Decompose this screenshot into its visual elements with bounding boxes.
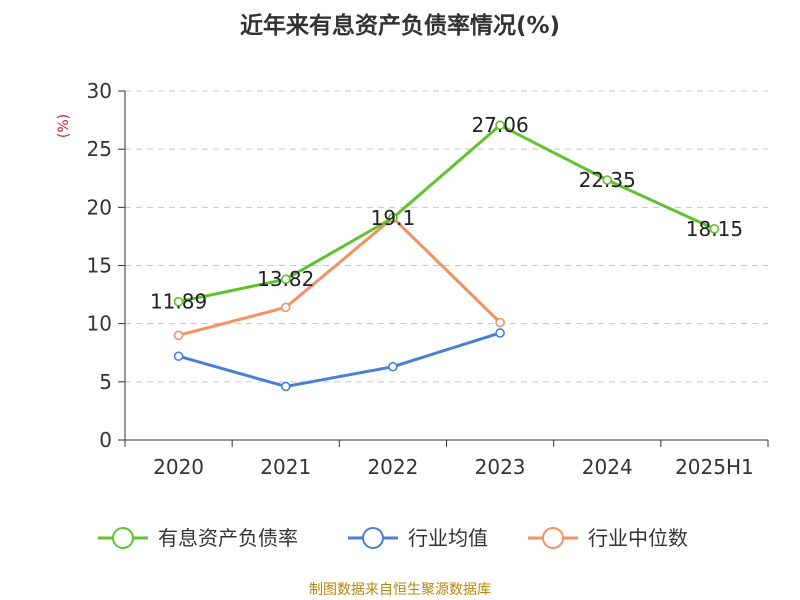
data-label: 18.15 [686, 217, 743, 241]
legend-item[interactable]: 有息资产负债率 [98, 526, 298, 550]
data-label: 22.35 [579, 168, 636, 192]
series-line [178, 216, 502, 337]
data-label: 13.82 [257, 267, 314, 291]
y-tick-label: 20 [87, 195, 112, 219]
legend-swatch-marker [542, 527, 564, 549]
legend-item[interactable]: 行业中位数 [528, 526, 688, 550]
data-point [280, 274, 291, 285]
legend-label: 行业均值 [408, 526, 488, 550]
data-label: 19.1 [371, 206, 416, 230]
data-point [173, 330, 184, 341]
x-tick-label: 2022 [367, 455, 418, 479]
x-tick-label: 2021 [260, 455, 311, 479]
x-tick-label: 2025H1 [675, 455, 754, 479]
series-0 [173, 120, 720, 307]
data-label: 27.06 [471, 113, 528, 137]
series-1 [173, 328, 505, 392]
y-tick-label: 5 [99, 370, 112, 394]
y-tick-label: 0 [99, 428, 112, 452]
data-label: 11.89 [150, 290, 207, 314]
data-point [280, 302, 291, 313]
data-point [173, 296, 184, 307]
legend-item[interactable]: 行业均值 [348, 526, 488, 550]
series-lines [173, 120, 720, 392]
data-point [495, 120, 505, 131]
x-tick-label: 2020 [153, 455, 204, 479]
data-point [280, 381, 291, 392]
legend-label: 有息资产负债率 [158, 526, 298, 550]
data-point [495, 328, 505, 338]
x-tick-label: 2023 [475, 455, 526, 479]
y-tick-label: 25 [87, 137, 112, 161]
gridlines [125, 90, 768, 383]
source-note: 制图数据来自恒生聚源数据库 [309, 582, 491, 598]
y-axis-unit-label: (%) [56, 114, 72, 138]
y-tick-label: 10 [87, 312, 112, 336]
series-line [178, 331, 501, 388]
legend: 有息资产负债率 行业均值 行业中位数 [98, 526, 688, 550]
legend-swatch-marker [362, 527, 384, 549]
y-tick-label: 15 [87, 254, 112, 278]
data-point [495, 317, 505, 328]
data-point [388, 213, 398, 223]
data-labels: 11.89 13.82 19.1 27.06 22.35 18.15 [150, 113, 743, 313]
data-point [173, 351, 184, 362]
data-point [602, 175, 613, 185]
chart-title: 近年来有息资产负债率情况(%) [240, 12, 560, 39]
series-line [178, 123, 716, 304]
legend-swatch-marker [112, 527, 134, 549]
y-tick-label: 30 [87, 79, 112, 103]
x-tick-label: 2024 [582, 455, 633, 479]
legend-label: 行业中位数 [588, 526, 688, 550]
series-2 [173, 213, 505, 341]
data-point [709, 224, 720, 234]
data-point [388, 361, 398, 372]
axes: 0 5 10 15 20 25 30 2020 2021 2022 2023 2024 2025H1 [87, 79, 769, 479]
